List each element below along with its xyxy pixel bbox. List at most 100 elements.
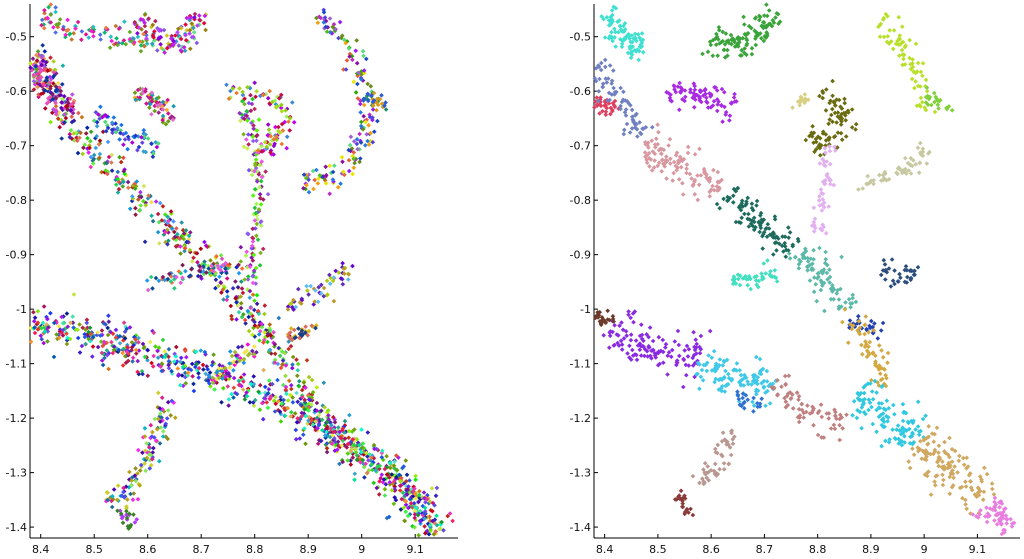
data-point [147, 466, 153, 471]
data-point [377, 463, 382, 469]
data-point [625, 351, 630, 356]
data-point [413, 473, 418, 479]
data-point [641, 50, 646, 55]
data-point [654, 136, 659, 142]
data-point [755, 33, 760, 38]
data-point [271, 330, 276, 335]
data-point [647, 164, 652, 169]
data-point [808, 256, 814, 261]
data-point [270, 381, 275, 387]
data-point [603, 112, 609, 117]
data-point [897, 271, 902, 277]
data-point [694, 92, 700, 98]
data-point [327, 281, 333, 286]
data-point [219, 290, 224, 295]
data-point [278, 394, 283, 400]
data-point [700, 476, 705, 481]
data-point [612, 98, 618, 104]
data-point [297, 331, 303, 337]
data-point [183, 22, 188, 27]
data-point [595, 102, 600, 108]
data-point [321, 380, 327, 386]
data-point [142, 354, 148, 360]
data-point [346, 147, 351, 153]
data-point [247, 288, 253, 294]
x-tick-label: 8.9 [862, 543, 880, 556]
data-point [773, 234, 779, 240]
data-point [113, 23, 119, 29]
data-point [229, 313, 234, 319]
data-point [132, 186, 138, 191]
data-point [753, 36, 758, 41]
data-point [974, 514, 979, 519]
data-point [32, 315, 38, 320]
data-point [321, 7, 326, 13]
data-point [782, 234, 788, 239]
data-point [211, 265, 216, 271]
data-point [749, 201, 755, 206]
data-point [41, 304, 47, 309]
data-point [133, 97, 138, 103]
data-point [192, 250, 198, 256]
data-point [31, 87, 37, 92]
data-point [239, 314, 245, 320]
data-point [236, 378, 242, 384]
data-point [612, 89, 618, 95]
data-point [649, 138, 655, 143]
y-tick-label: -0.8 [570, 194, 591, 207]
data-point [309, 377, 315, 383]
data-point [824, 159, 829, 164]
data-point [309, 323, 314, 329]
data-point [895, 171, 900, 177]
data-point [166, 354, 171, 360]
data-point [839, 116, 845, 121]
data-point [62, 94, 67, 99]
data-point [900, 24, 905, 29]
data-point [351, 165, 357, 171]
y-tick-label: -1.1 [6, 358, 27, 371]
data-point [322, 15, 328, 20]
data-point [350, 455, 356, 460]
data-point [83, 32, 89, 37]
data-point [836, 97, 842, 103]
data-point [192, 15, 197, 20]
data-point [304, 182, 309, 188]
data-point [250, 332, 255, 338]
data-point [64, 341, 70, 347]
data-point [135, 31, 140, 36]
data-point [803, 248, 809, 254]
data-point [784, 393, 790, 399]
data-point [412, 525, 417, 530]
data-point [626, 312, 631, 317]
data-point [82, 332, 87, 337]
data-point [708, 105, 714, 110]
data-point [726, 40, 731, 46]
data-point [765, 221, 771, 227]
data-point [957, 453, 962, 459]
data-point [651, 347, 656, 353]
data-point [205, 378, 211, 384]
data-point [272, 351, 278, 357]
data-point [41, 25, 47, 31]
data-point [257, 162, 263, 168]
data-point [810, 404, 815, 410]
data-point [212, 272, 218, 278]
data-point [926, 96, 932, 102]
data-point [272, 357, 278, 363]
data-point [229, 391, 234, 397]
data-point [191, 25, 196, 31]
data-point [433, 493, 439, 499]
data-point [872, 321, 877, 326]
data-point [726, 461, 731, 467]
data-point [805, 268, 810, 273]
data-point [620, 38, 625, 44]
data-point [595, 98, 601, 104]
data-point [124, 326, 129, 332]
data-point [652, 151, 658, 157]
data-point [41, 340, 46, 346]
data-point [51, 354, 57, 360]
data-point [233, 296, 238, 301]
data-point [691, 329, 696, 335]
data-point [67, 131, 73, 137]
data-point [302, 397, 307, 403]
